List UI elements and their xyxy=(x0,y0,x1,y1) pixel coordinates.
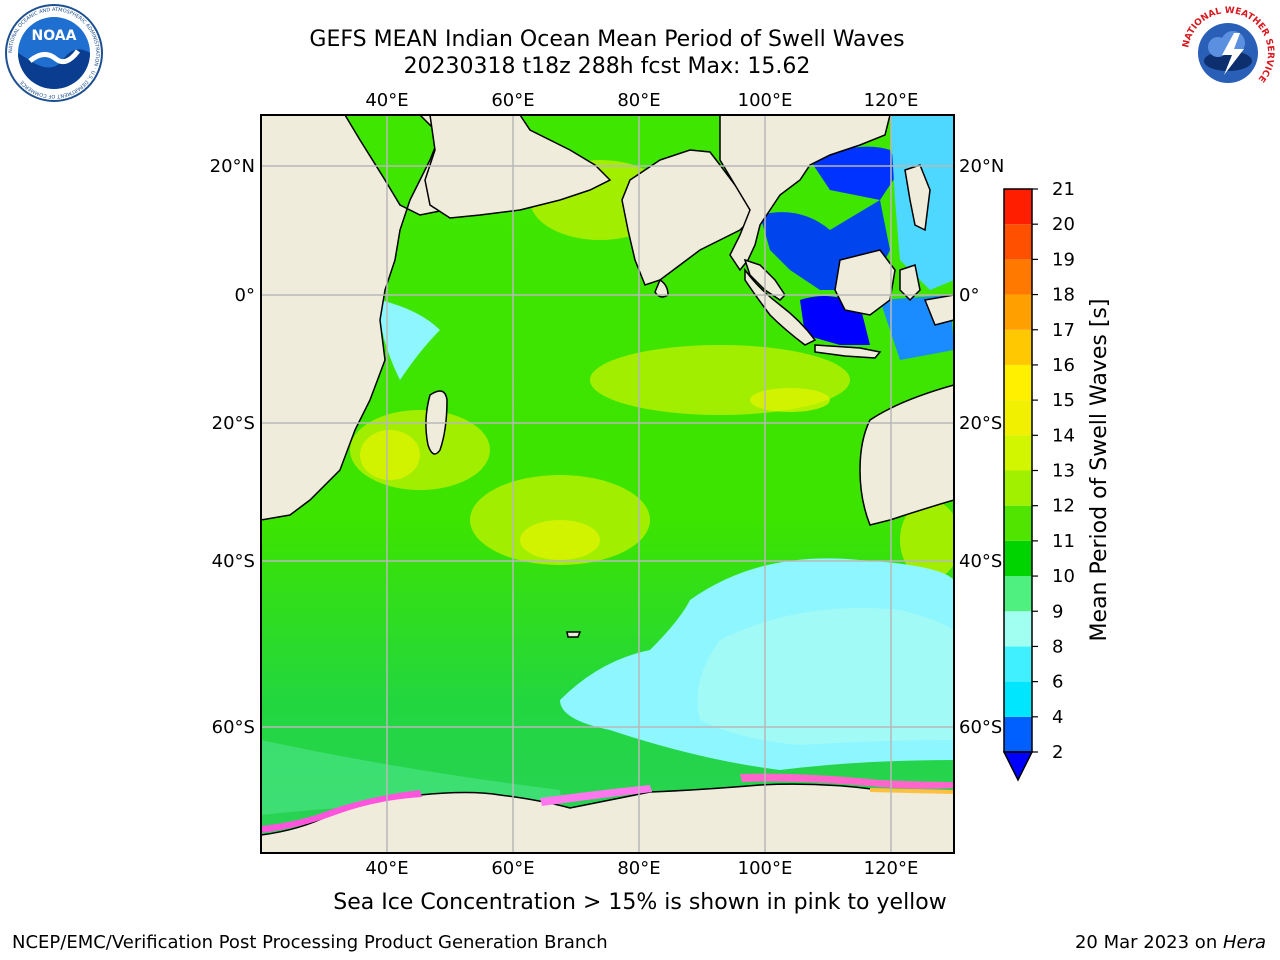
colorbar-tick-label: 10 xyxy=(1052,566,1075,587)
footer-host: Hera xyxy=(1222,932,1266,953)
lon-bottom-tick-label: 60°E xyxy=(491,858,534,879)
lat-right-tick-label: 20°N xyxy=(959,156,1004,177)
lat-left-tick-label: 20°S xyxy=(212,413,255,434)
lon-bottom-tick-label: 40°E xyxy=(365,858,408,879)
colorbar-segment xyxy=(1004,435,1032,471)
colorbar-segment xyxy=(1004,505,1032,541)
colorbar-tick-label: 15 xyxy=(1052,390,1075,411)
lon-bottom-tick-label: 120°E xyxy=(864,858,919,879)
colorbar-segment xyxy=(1004,470,1032,506)
colorbar-segment xyxy=(1004,294,1032,330)
colorbar-segment xyxy=(1004,224,1032,260)
colorbar-tick-label: 13 xyxy=(1052,461,1075,482)
lat-right-tick-label: 20°S xyxy=(959,413,1002,434)
lat-right-tick-label: 0° xyxy=(959,285,979,306)
lon-top-tick-label: 40°E xyxy=(365,90,408,111)
colorbar-segment xyxy=(1004,681,1032,717)
colorbar-tick-label: 9 xyxy=(1052,601,1063,622)
noaa-logo-icon: NOAA NATIONAL OCEANIC AND ATMOSPHERIC AD… xyxy=(5,4,103,102)
colorbar-tick-label: 14 xyxy=(1052,425,1075,446)
colorbar-extend-arrow xyxy=(1002,751,1034,782)
lat-left-tick-label: 20°N xyxy=(210,156,255,177)
footer-credit: NCEP/EMC/Verification Post Processing Pr… xyxy=(12,932,608,953)
colorbar-tick-label: 20 xyxy=(1052,214,1075,235)
colorbar-tick-label: 19 xyxy=(1052,249,1075,270)
colorbar-tick-label: 21 xyxy=(1052,179,1075,200)
colorbar-tick-label: 8 xyxy=(1052,636,1063,657)
lon-top-tick-label: 120°E xyxy=(864,90,919,111)
colorbar-tick-label: 4 xyxy=(1052,707,1063,728)
footer-date-text: 20 Mar 2023 on xyxy=(1074,932,1223,953)
colorbar-segment xyxy=(1004,540,1032,577)
graticule xyxy=(261,115,954,853)
lat-right-tick-label: 60°S xyxy=(959,717,1002,738)
colorbar-segment xyxy=(1004,646,1032,682)
colorbar-tick-label: 2 xyxy=(1052,742,1063,763)
map-frame xyxy=(260,114,955,854)
colorbar-segment xyxy=(1004,716,1032,752)
colorbar-segment xyxy=(1004,259,1032,295)
colorbar-tick-label: 16 xyxy=(1052,355,1075,376)
lon-top-tick-label: 80°E xyxy=(617,90,660,111)
lat-right-tick-label: 40°S xyxy=(959,551,1002,572)
lon-bottom-tick-label: 100°E xyxy=(738,858,793,879)
colorbar-segment xyxy=(1004,400,1032,436)
colorbar-tick-label: 6 xyxy=(1052,672,1063,693)
noaa-logo-text: NOAA xyxy=(32,28,77,44)
lat-left-tick-label: 60°S xyxy=(212,717,255,738)
colorbar-segment xyxy=(1004,576,1032,612)
colorbar-tick-label: 11 xyxy=(1052,531,1075,552)
lat-left-tick-label: 0° xyxy=(235,285,255,306)
colorbar-tick-label: 18 xyxy=(1052,285,1075,306)
chart-title: GEFS MEAN Indian Ocean Mean Period of Sw… xyxy=(309,27,905,52)
lon-bottom-tick-label: 80°E xyxy=(617,858,660,879)
colorbar-label: Mean Period of Swell Waves [s] xyxy=(1087,299,1112,642)
nws-logo-icon: NATIONAL WEATHER SERVICE xyxy=(1180,5,1276,101)
colorbar: 2 4 6 8 9 10 11 12 13 14 15 16 17 18 19 20 21 xyxy=(1002,179,1075,782)
colorbar-tick-label: 17 xyxy=(1052,320,1075,341)
sea-ice-caption: Sea Ice Concentration > 15% is shown in … xyxy=(333,890,947,915)
lat-left-tick-label: 40°S xyxy=(212,551,255,572)
peak-period-zones xyxy=(360,388,830,560)
land-masses xyxy=(261,115,954,853)
colorbar-segment xyxy=(1004,364,1032,401)
chart-subtitle: 20230318 t18z 288h fcst Max: 15.62 xyxy=(403,54,811,79)
colorbar-tick-label: 12 xyxy=(1052,496,1075,517)
lon-top-tick-label: 100°E xyxy=(738,90,793,111)
colorbar-segment xyxy=(1004,189,1032,225)
lon-top-tick-label: 60°E xyxy=(491,90,534,111)
sea-ice-fringe xyxy=(261,773,954,833)
colorbar-segment xyxy=(1004,329,1032,365)
colorbar-segment xyxy=(1004,611,1032,647)
footer-date: 20 Mar 2023 on Hera xyxy=(1075,932,1266,953)
